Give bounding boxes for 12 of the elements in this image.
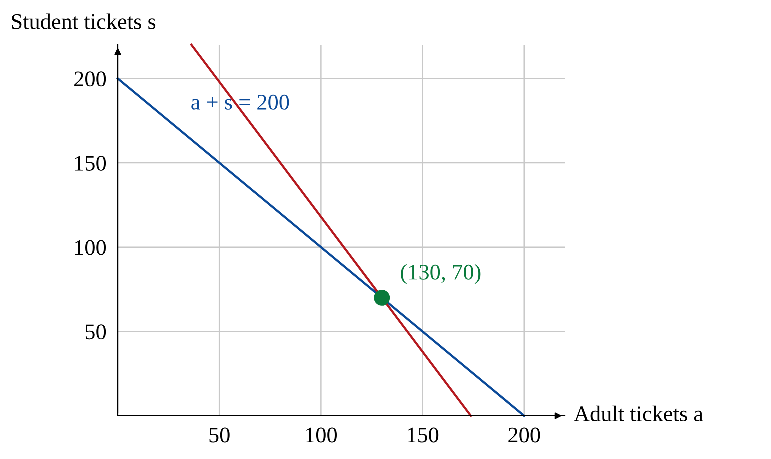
x-axis-title: Adult tickets a — [574, 406, 704, 422]
x-tick-label: 50 — [210, 428, 230, 443]
x-tick-label: 150 — [408, 428, 439, 443]
y-tick-label: 200 — [74, 72, 106, 87]
y-tick-label: 100 — [76, 240, 106, 256]
y-axis-title: Student tickets s — [12, 14, 156, 30]
y-tick-label: 150 — [76, 156, 106, 171]
y-tick-label: 50 — [86, 324, 106, 340]
annotation: (130, 70) — [401, 264, 481, 284]
x-tick-label: 200 — [508, 428, 540, 443]
x-tick-label: 100 — [306, 428, 337, 443]
annotation: a + s = 200 — [192, 94, 290, 110]
